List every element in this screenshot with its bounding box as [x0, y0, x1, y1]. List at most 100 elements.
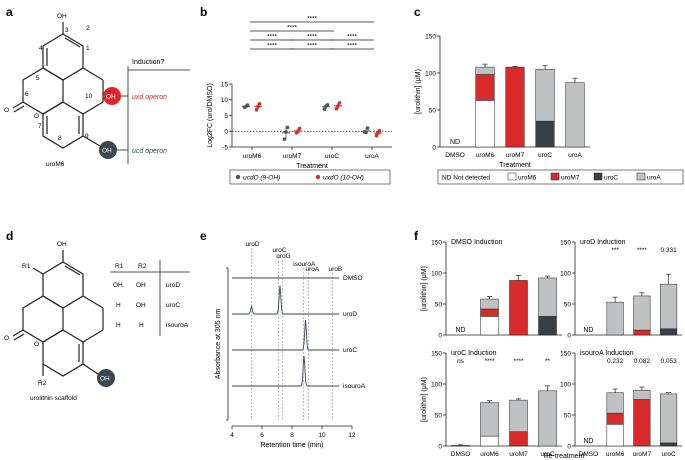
significance-label: ****	[513, 358, 524, 365]
trace-label: uroD	[343, 311, 357, 318]
retention-marker-label: isouroA	[293, 261, 316, 268]
y-tick-label: 50	[564, 412, 572, 419]
x-tick-label: uroA	[568, 152, 582, 159]
x-tick-label: uroM6	[606, 451, 625, 458]
table-header-r2: R2	[138, 263, 147, 270]
x-tick-label: 12	[348, 432, 356, 439]
bar-segment	[660, 328, 678, 336]
retention-marker-label: uroG	[276, 253, 290, 260]
subplot: 0 50 100 150 [urolithin] (μM) ND DMSO Inductio…	[421, 239, 562, 339]
bar-segment	[480, 298, 499, 310]
oh-top: OH	[57, 13, 67, 20]
x-tick-label: 10	[318, 432, 326, 439]
bar-segment	[509, 431, 528, 447]
row-name: uroD	[166, 282, 180, 289]
x-tick-label: uroC	[540, 451, 554, 458]
significance-label: ***	[611, 247, 619, 254]
data-point	[254, 108, 259, 112]
bar-segment	[633, 399, 651, 447]
x-tick-label: uroA	[365, 153, 379, 160]
trace-label: DMSO	[343, 275, 363, 282]
x-axis-label: Treatment	[499, 162, 531, 169]
structure-caption-a: uroM6	[46, 161, 65, 168]
significance-label: ****	[287, 25, 298, 32]
nd-label: ND	[583, 438, 593, 445]
bar-segment	[475, 100, 495, 148]
y-tick-label: 100	[560, 270, 571, 277]
atom-number: 3	[65, 27, 69, 34]
bar-segment	[535, 120, 555, 148]
x-tick-label: uroM6	[476, 152, 495, 159]
bar-segment	[535, 69, 555, 122]
y-tick-label: 10	[221, 97, 229, 104]
x-tick-label: uroM6	[480, 451, 499, 458]
x-tick-label: uroM7	[633, 451, 652, 458]
carbonyl-oxygen-d: O	[4, 335, 9, 342]
significance-label: 0.232	[607, 358, 624, 365]
y-tick-label: 0	[224, 129, 228, 136]
significance-label: 0.331	[660, 247, 677, 254]
legend-b-marker	[235, 174, 241, 180]
significance-label: 0.082	[634, 358, 651, 365]
y-axis-label: Absorbance at 305 nm	[215, 309, 222, 380]
y-tick-label: 150	[560, 239, 571, 246]
y-tick-label: 5	[224, 113, 228, 120]
x-axis-label: Re-treatment	[544, 453, 585, 460]
r1-label: R1	[22, 263, 31, 270]
y-tick-label: 150	[560, 350, 571, 357]
bar-segment	[480, 435, 499, 447]
subplot: 0 50 100 150 ND DMSO 0.232 uroM6 0.082 uroM7 0.053…	[560, 350, 682, 458]
x-axis-label: Retention time (min)	[260, 442, 323, 449]
x-tick-label: DMSO	[451, 451, 471, 458]
legend-b-box	[229, 169, 391, 185]
data-point	[365, 126, 370, 130]
oh-dark: OH	[102, 148, 112, 155]
oh-dark-d: OH	[100, 376, 110, 383]
nd-label: ND	[583, 327, 593, 334]
induction-header: Induction?	[132, 59, 164, 66]
panel-d-structure: OH R1 R2 O O OH urolithin scaffold R1 R2…	[4, 241, 190, 402]
y-axis-label: [urolithin] (μM)	[421, 377, 428, 422]
bar-segment	[606, 424, 624, 447]
significance-label: ****	[347, 43, 358, 50]
bar-segment	[505, 66, 525, 148]
y-tick-label: 100	[425, 70, 436, 77]
data-point	[337, 101, 342, 105]
bar-segment	[633, 295, 651, 331]
panel-b-chart: -5 0 5 10 15 Log2FC (uro/DMSO) uroM6 uroM7 uroC u…	[207, 16, 392, 170]
chromatogram-trace	[232, 285, 340, 315]
panel-label-b: b	[200, 5, 207, 19]
structure-caption-d: urolithin scaffold	[30, 395, 77, 402]
chromatogram-trace	[232, 355, 340, 387]
chromatogram-trace	[232, 319, 340, 351]
panel-c-chart: 0 50 100 150 [urolithin] (μM) ND DMSO uroM6 uroM…	[415, 33, 590, 169]
atom-number: 8	[58, 135, 62, 142]
y-tick-label: 0	[432, 144, 436, 151]
retention-marker-label: uroD	[246, 241, 260, 248]
bar-segment	[509, 399, 528, 432]
nd-label: ND	[450, 139, 460, 146]
legend-c-label: uroC	[604, 175, 618, 182]
oh-red-circle	[103, 87, 121, 105]
bar-segment	[565, 82, 585, 148]
significance-label: ****	[267, 34, 278, 41]
row-name: uroC	[166, 302, 180, 309]
y-tick-label: 0	[567, 443, 571, 450]
significance-label: ns	[457, 358, 465, 365]
atom-number: 9	[85, 133, 89, 140]
oh-top-d: OH	[57, 241, 67, 248]
legends: ucdO (9-OH) uxdO (10-OH) ND Not detected ur…	[229, 169, 684, 185]
x-tick-label: uroM7	[509, 451, 528, 458]
bar-segment	[606, 392, 624, 414]
significance-label: ****	[484, 358, 495, 365]
legend-c-swatch	[593, 172, 603, 181]
bar-segment	[475, 74, 495, 101]
atom-number: 4	[39, 45, 43, 52]
row-r1: OH	[113, 282, 123, 289]
panel-label-c: c	[414, 5, 421, 19]
significance-label: ****	[307, 16, 318, 23]
data-point	[377, 128, 382, 133]
y-tick-label: -5	[222, 144, 228, 151]
panel-label-e: e	[200, 229, 207, 243]
